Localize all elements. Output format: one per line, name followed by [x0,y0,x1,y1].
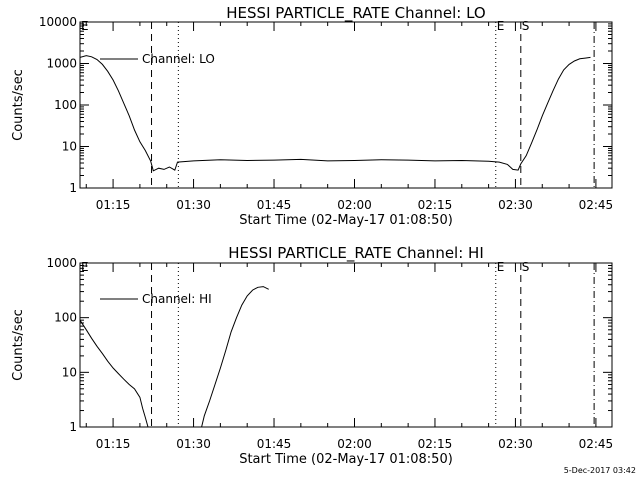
series-line [80,286,269,427]
y-tick-label: 1 [69,420,77,434]
legend-label: Channel: LO [142,52,215,66]
series-line [80,55,591,172]
flag-label: E [81,260,89,274]
chart-title: HESSI PARTICLE_RATE Channel: LO [226,4,485,23]
y-tick-label: 10 [62,365,77,379]
flag-label: S [522,19,530,33]
y-tick-label: 10000 [39,15,77,29]
x-tick-label: 02:00 [337,437,372,451]
y-tick-label: 10 [62,140,77,154]
x-tick-label: 01:45 [257,437,292,451]
legend-label: Channel: HI [142,292,212,306]
y-tick-label: 1 [69,181,77,195]
x-tick-label: 02:15 [418,198,453,212]
x-tick-label: 01:45 [257,198,292,212]
flag-label: E [81,19,89,33]
x-tick-label: 02:15 [418,437,453,451]
x-tick-label: 01:30 [176,437,211,451]
plot-frame [79,262,613,428]
x-tick-label: 01:15 [96,437,131,451]
x-tick-label: 02:30 [498,198,533,212]
flag-label: E [497,19,505,33]
x-axis-label: Start Time (02-May-17 01:08:50) [239,452,453,467]
x-tick-label: 02:30 [498,437,533,451]
print-timestamp: 5-Dec-2017 03:42 [564,466,636,475]
chart-title: HESSI PARTICLE_RATE Channel: HI [228,244,484,263]
chart-panel-1: HESSI PARTICLE_RATE Channel: LO Start Tim… [11,4,613,228]
x-axis-label: Start Time (02-May-17 01:08:50) [239,213,453,228]
flag-label: E [497,260,505,274]
y-tick-label: 1000 [46,256,77,270]
chart-panel-2: HESSI PARTICLE_RATE Channel: HI Start Tim… [11,244,613,467]
x-tick-label: 01:30 [176,198,211,212]
y-tick-label: 1000 [46,57,77,71]
y-axis-label: Counts/sec [11,309,26,381]
x-tick-label: 01:15 [96,198,131,212]
x-tick-label: 02:00 [337,198,372,212]
y-tick-label: 100 [54,311,77,325]
x-tick-label: 02:45 [579,198,614,212]
plot-frame [79,21,613,189]
y-axis-label: Counts/sec [11,69,26,141]
flag-label: S [522,260,530,274]
x-tick-label: 02:45 [579,437,614,451]
y-tick-label: 100 [54,98,77,112]
